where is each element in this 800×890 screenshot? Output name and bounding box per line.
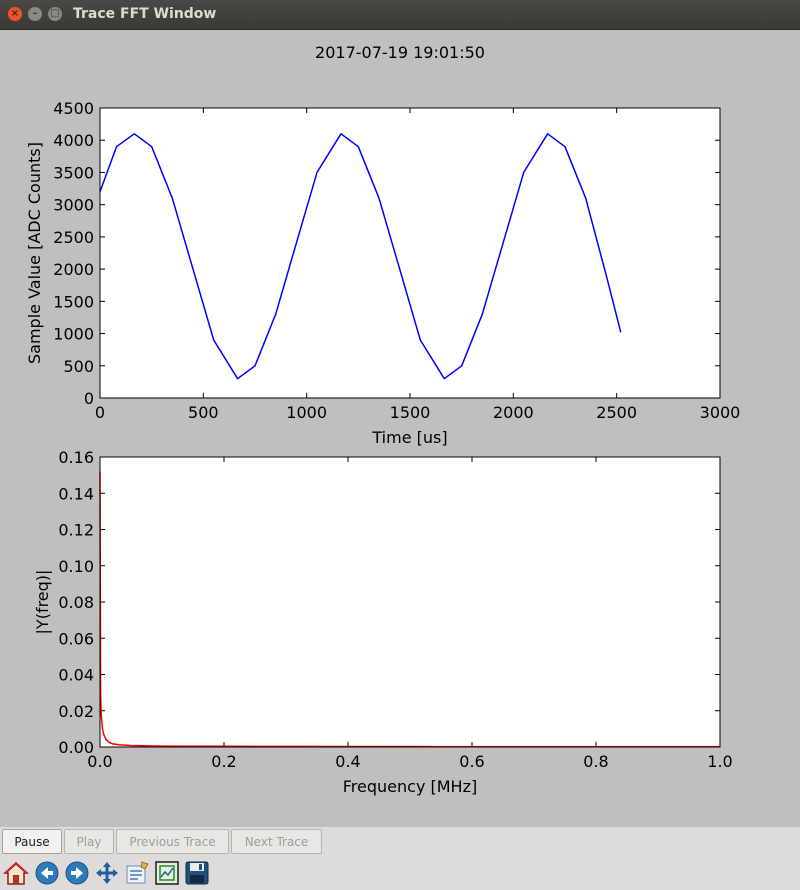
plot-0-xtick-label: 500 [188, 403, 219, 422]
plot-0-ytick-label: 3500 [53, 163, 94, 182]
window-title: Trace FFT Window [73, 6, 217, 22]
back-icon[interactable] [34, 860, 60, 886]
next-trace-button[interactable]: Next Trace [231, 829, 322, 854]
plot-0-ylabel: Sample Value [ADC Counts] [25, 142, 44, 364]
plot-0-xtick-label: 1000 [286, 403, 327, 422]
plot-0-xtick-label: 1500 [390, 403, 431, 422]
plot-1-ytick-label: 0.12 [58, 521, 94, 540]
plot-1-ytick-label: 0.02 [58, 702, 94, 721]
plot-1-ytick-label: 0.06 [58, 629, 94, 648]
plot-1-ytick-label: 0.14 [58, 484, 94, 503]
plot-1-ytick-label: 0.00 [58, 738, 94, 757]
title-bar: × – □ Trace FFT Window [0, 0, 800, 30]
home-icon[interactable] [3, 860, 29, 886]
plot-1-ytick-label: 0.08 [58, 593, 94, 612]
figure-svg: 2017-07-19 19:01:50 0 500 1000 1500 2000 2500… [25, 43, 741, 796]
plot-0-xtick-label: 0 [95, 403, 105, 422]
forward-icon[interactable] [64, 860, 90, 886]
figure-timestamp: 2017-07-19 19:01:50 [315, 43, 485, 62]
plot-1-frame [99, 456, 721, 748]
plot-0-ytick-label: 2500 [53, 228, 94, 247]
plot-0-ytick-label: 0 [84, 389, 94, 408]
plot-0-ytick-label: 1500 [53, 292, 94, 311]
plot-0-xtick-label: 2500 [596, 403, 637, 422]
minimize-window-button[interactable]: – [28, 7, 42, 21]
plot-1-xtick-label: 0.8 [583, 752, 608, 771]
save-icon[interactable] [184, 860, 210, 886]
plot-1-background [100, 457, 720, 747]
plot-1-xtick-label: 0.0 [87, 752, 112, 771]
plot-0-series-line [99, 133, 622, 380]
plot-1-xtick-label: 0.2 [211, 752, 236, 771]
maximize-window-button[interactable]: □ [48, 7, 62, 21]
plot-1-ylabel: |Y(freq)| [33, 570, 52, 635]
pause-button[interactable]: Pause [2, 829, 62, 854]
play-button[interactable]: Play [64, 829, 114, 854]
plot-0-ytick-label: 1000 [53, 325, 94, 344]
controls-panel: Pause Play Previous Trace Next Trace [0, 827, 800, 890]
previous-trace-button[interactable]: Previous Trace [116, 829, 229, 854]
zoom-icon[interactable] [154, 860, 180, 886]
plot-0-xtick-label: 2000 [493, 403, 534, 422]
plot-0-frame [99, 107, 721, 399]
plot-1-xtick-label: 0.6 [459, 752, 484, 771]
plot-1-xtick-label: 1.0 [707, 752, 732, 771]
plot-1-xtick-label: 0.4 [335, 752, 360, 771]
plot-1-ytick-label: 0.04 [58, 666, 94, 685]
figure-canvas[interactable]: 2017-07-19 19:01:50 0 500 1000 1500 2000 2500… [0, 30, 800, 827]
plot-0-xtick-label: 3000 [700, 403, 741, 422]
plot-0-ytick-label: 500 [63, 357, 94, 376]
plot-0-xlabel: Time [us] [371, 428, 447, 447]
plot-0-background [100, 108, 720, 398]
plot-1-ytick-label: 0.10 [58, 557, 94, 576]
configure-icon[interactable] [124, 860, 150, 886]
plot-0-ytick-label: 4000 [53, 131, 94, 150]
plot-1-ytick-label: 0.16 [58, 448, 94, 467]
plot-0-ytick-label: 4500 [53, 99, 94, 118]
plot-1-xlabel: Frequency [MHz] [343, 777, 477, 796]
plot-0-ytick-label: 3000 [53, 196, 94, 215]
close-window-button[interactable]: × [8, 7, 22, 21]
pan-icon[interactable] [94, 860, 120, 886]
plot-0-ytick-label: 2000 [53, 260, 94, 279]
